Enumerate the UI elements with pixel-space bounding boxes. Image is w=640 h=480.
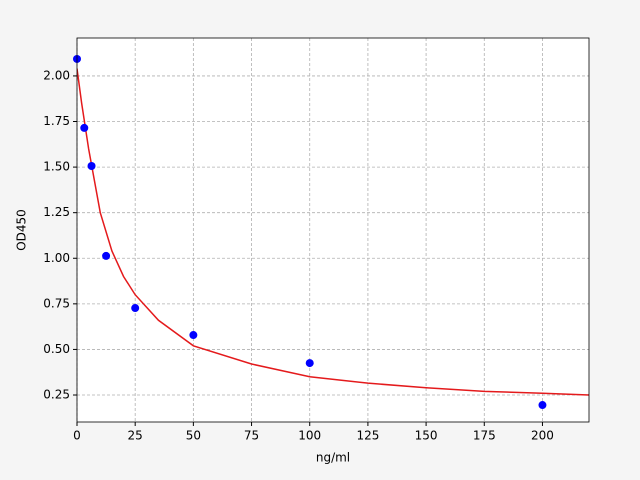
- data-point: [305, 359, 314, 368]
- x-tick-label: 150: [415, 429, 438, 443]
- x-tick-label: 125: [356, 429, 379, 443]
- plot-frame: [76, 37, 590, 423]
- y-tick-label: 1.00: [43, 251, 70, 265]
- plot-area: [77, 38, 589, 422]
- y-tick-label: 2.00: [43, 68, 70, 82]
- y-tick-label: 0.25: [43, 388, 70, 402]
- data-point: [131, 304, 140, 313]
- y-tick-label: 1.25: [43, 205, 70, 219]
- data-point: [189, 331, 198, 340]
- x-tick-label: 75: [244, 429, 259, 443]
- x-tick-label: 0: [73, 429, 81, 443]
- x-tick-label: 100: [298, 429, 321, 443]
- data-point: [80, 123, 89, 132]
- x-tick-label: 25: [128, 429, 143, 443]
- data-point: [87, 162, 96, 170]
- data-point: [538, 401, 547, 410]
- x-tick-label: 175: [473, 429, 496, 443]
- y-axis-label: OD450: [15, 209, 29, 251]
- x-axis-label: ng/ml: [316, 451, 350, 465]
- x-tick-label: 200: [531, 429, 554, 443]
- y-tick-label: 1.75: [43, 114, 70, 128]
- y-tick-label: 0.75: [43, 296, 70, 310]
- y-tick-label: 1.50: [43, 160, 70, 174]
- x-tick-label: 50: [186, 429, 201, 443]
- fit-curve: [77, 68, 589, 396]
- data-point: [102, 251, 111, 260]
- y-tick-label: 0.50: [43, 342, 70, 356]
